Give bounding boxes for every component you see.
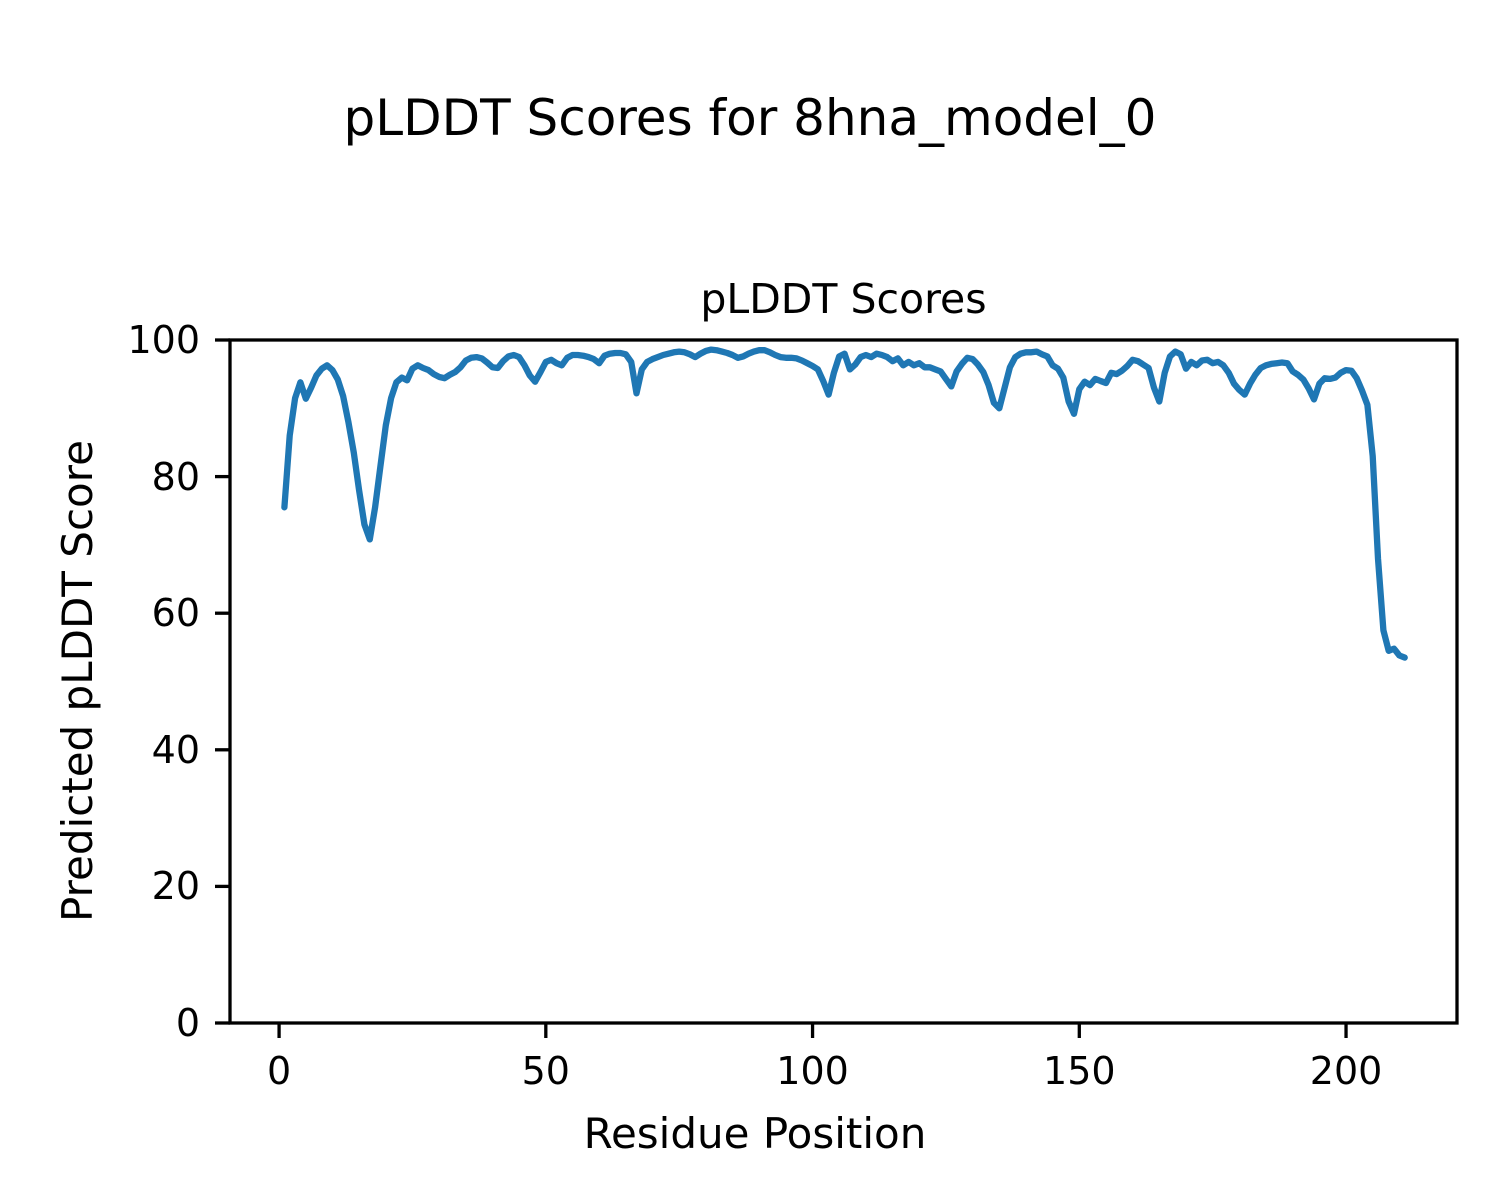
x-tick-label: 100	[776, 1049, 849, 1093]
x-axis-label: Residue Position	[583, 1109, 927, 1158]
y-tick-label: 100	[127, 318, 200, 362]
tick-marks	[215, 338, 1348, 1038]
x-tick-label: 0	[266, 1049, 292, 1093]
axes-title: pLDDT Scores	[700, 275, 987, 323]
plddt-line	[281, 346, 1408, 661]
x-tick-label: 200	[1309, 1049, 1383, 1093]
y-tick-label: 0	[175, 1001, 200, 1045]
x-tick-label: 50	[521, 1049, 570, 1093]
y-tick-label: 60	[151, 591, 200, 636]
y-tick-label: 20	[151, 864, 200, 909]
y-tick-label: 80	[151, 454, 200, 499]
figure-title: pLDDT Scores for 8hna_model_0	[343, 89, 1157, 147]
axes-frame	[228, 338, 1459, 1025]
x-tick-label: 150	[1043, 1049, 1116, 1093]
y-tick-label: 40	[151, 727, 200, 772]
